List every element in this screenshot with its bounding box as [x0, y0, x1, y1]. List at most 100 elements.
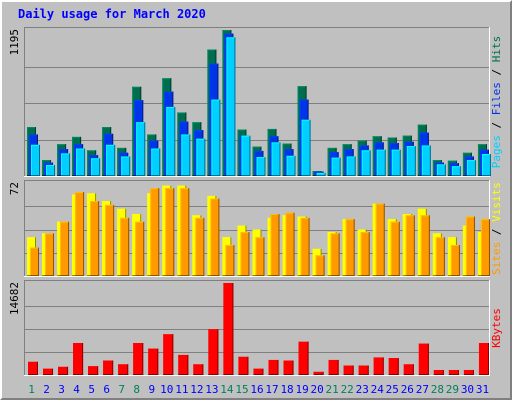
bar-sites-28: [435, 237, 445, 276]
day-label-23: 23: [356, 383, 369, 396]
day-label-26: 26: [401, 383, 414, 396]
bar-sites-4: [75, 192, 85, 276]
page-title: Daily usage for March 2020: [18, 7, 206, 21]
bar-sites-19: [300, 217, 310, 276]
bar-pages-19: [301, 119, 311, 176]
bar-kbytes-29: [448, 369, 459, 375]
day-label-13: 13: [205, 383, 218, 396]
bar-pages-18: [286, 155, 296, 176]
day-label-4: 4: [73, 383, 80, 396]
bar-kbytes-4: [73, 343, 84, 375]
bar-kbytes-8: [133, 343, 144, 375]
bar-sites-25: [390, 221, 400, 276]
bar-sites-2: [45, 233, 55, 276]
bar-sites-10: [165, 188, 175, 276]
bar-kbytes-28: [433, 369, 444, 375]
bar-kbytes-31: [478, 343, 489, 375]
panel-1-frame: [24, 27, 490, 177]
bar-sites-24: [375, 203, 385, 276]
axis-title-middle: Sites / Visits: [490, 182, 503, 275]
panel-3-frame: [24, 280, 490, 376]
bar-kbytes-17: [268, 359, 279, 375]
bar-sites-17: [270, 214, 280, 276]
bar-sites-12: [195, 217, 205, 276]
bar-sites-9: [150, 188, 160, 276]
day-label-31: 31: [476, 383, 489, 396]
bar-sites-22: [345, 219, 355, 276]
bar-kbytes-22: [343, 365, 354, 375]
day-label-9: 9: [148, 383, 155, 396]
bar-sites-5: [90, 201, 100, 276]
axis-title-bottom: KBytes: [490, 308, 503, 348]
bar-pages-22: [346, 156, 356, 176]
bar-sites-8: [135, 221, 145, 276]
bar-pages-6: [106, 144, 116, 176]
panel-3-gridlines: [25, 306, 489, 353]
bar-kbytes-21: [328, 359, 339, 375]
bar-pages-25: [391, 149, 401, 176]
bar-kbytes-11: [178, 354, 189, 375]
bar-sites-3: [60, 221, 70, 276]
bar-pages-30: [466, 160, 476, 176]
day-label-7: 7: [118, 383, 125, 396]
bar-kbytes-3: [58, 366, 69, 375]
bar-kbytes-24: [373, 357, 384, 375]
y-max-label-2: 72: [8, 182, 21, 195]
bar-kbytes-26: [403, 364, 414, 375]
bar-pages-8: [136, 122, 146, 176]
bar-pages-15: [241, 135, 251, 176]
bar-kbytes-19: [298, 341, 309, 375]
day-label-2: 2: [43, 383, 50, 396]
bar-kbytes-14: [223, 283, 234, 375]
bar-kbytes-16: [253, 368, 264, 375]
day-label-18: 18: [280, 383, 293, 396]
day-label-16: 16: [250, 383, 263, 396]
bar-kbytes-30: [463, 369, 474, 375]
bar-pages-5: [91, 158, 101, 176]
bar-sites-14: [225, 245, 235, 276]
bar-kbytes-20: [313, 371, 324, 375]
bar-pages-23: [361, 150, 371, 176]
bar-sites-7: [120, 217, 130, 276]
bar-pages-4: [76, 148, 86, 176]
bar-sites-11: [180, 188, 190, 276]
bar-kbytes-5: [88, 366, 99, 375]
bar-pages-16: [256, 157, 266, 176]
bar-pages-2: [46, 165, 56, 176]
bar-pages-31: [481, 154, 491, 176]
bar-pages-21: [331, 157, 341, 176]
day-label-5: 5: [88, 383, 95, 396]
bar-sites-13: [210, 198, 220, 276]
bar-pages-11: [181, 134, 191, 176]
bar-kbytes-10: [163, 334, 174, 375]
bar-pages-29: [451, 166, 461, 176]
bar-pages-27: [421, 145, 431, 176]
bar-sites-21: [330, 233, 340, 276]
bar-sites-15: [240, 232, 250, 276]
bar-pages-14: [226, 37, 236, 177]
bar-sites-20: [315, 255, 325, 276]
bar-pages-10: [166, 106, 176, 176]
day-labels: 1 2 3 4 5 6 7 8 9 10 11 12 13 14 15 16 17 18 19 20 21 22 23 24 2…: [28, 383, 489, 396]
day-label-3: 3: [58, 383, 65, 396]
day-label-28: 28: [431, 383, 444, 396]
bar-sites-31: [480, 219, 490, 276]
day-label-29: 29: [446, 383, 459, 396]
bar-kbytes-2: [43, 368, 54, 375]
y-max-label-3: 14682: [8, 282, 21, 315]
bar-sites-29: [450, 245, 460, 276]
day-label-30: 30: [461, 383, 474, 396]
bar-pages-13: [211, 99, 221, 176]
day-label-17: 17: [265, 383, 278, 396]
bar-pages-17: [271, 142, 281, 176]
bar-sites-30: [465, 216, 475, 276]
day-label-10: 10: [160, 383, 173, 396]
day-label-1: 1: [28, 383, 35, 396]
day-label-25: 25: [386, 383, 399, 396]
bar-sites-18: [285, 212, 295, 276]
axis-title-top: Pages / Files / Hits: [490, 36, 503, 169]
day-label-11: 11: [175, 383, 188, 396]
day-label-24: 24: [371, 383, 385, 396]
